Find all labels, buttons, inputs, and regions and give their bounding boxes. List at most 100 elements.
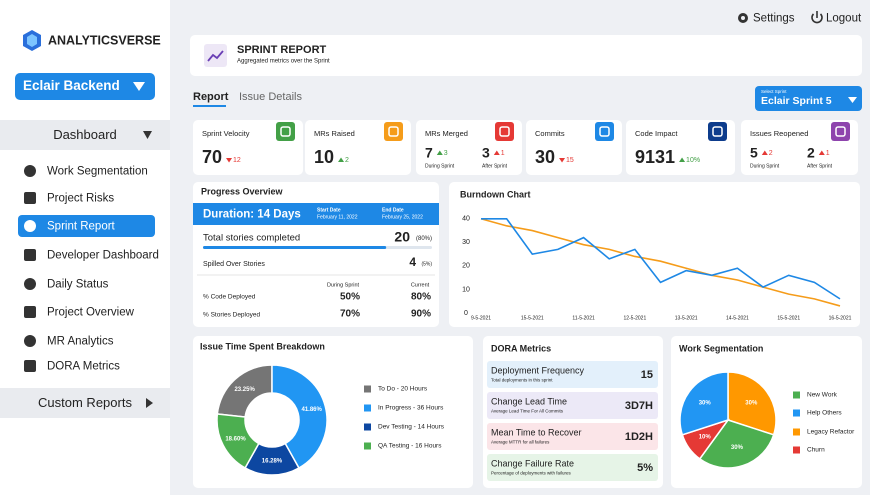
x-tick-label: 11-5-2021	[572, 315, 595, 321]
duration-band	[193, 203, 439, 225]
metric-change: 10%	[686, 157, 700, 164]
row-value: 70%	[340, 309, 360, 320]
header-icon-line	[207, 50, 224, 62]
metric-label: During Sprint	[750, 163, 780, 169]
menu-item[interactable]: MR Analytics	[47, 336, 114, 348]
metric-value: 3	[482, 145, 490, 161]
team-select[interactable]	[15, 73, 155, 100]
menu-icon	[24, 249, 36, 261]
dora-name: Change Failure Rate	[491, 458, 574, 468]
legend-swatch	[364, 442, 371, 450]
line-series	[481, 217, 841, 300]
metric-icon-glyph	[835, 126, 846, 137]
sprint-select-value: Eclair Sprint 5	[761, 95, 832, 107]
tab[interactable]: Report	[193, 91, 229, 103]
sprint-select[interactable]	[755, 86, 862, 111]
dora-name: Change Lead Time	[491, 396, 567, 406]
menu-active	[18, 215, 155, 237]
legend-label: QA Testing - 16 Hours	[378, 443, 442, 450]
header-icon	[204, 44, 227, 67]
menu-icon	[24, 360, 36, 372]
progress-bar	[203, 246, 387, 249]
metric-title: Issues Reopened	[750, 129, 808, 138]
legend-swatch	[793, 428, 800, 436]
metric-value: 30	[535, 147, 555, 167]
slice	[216, 413, 260, 469]
dashboard-label: Dashboard	[53, 127, 117, 142]
header-title: SPRINT REPORT	[237, 44, 327, 56]
metric-value: 7	[425, 145, 433, 161]
slice-label: 16.28%	[262, 459, 283, 465]
metric-change: 3	[444, 150, 448, 157]
y-tick-label: 20	[462, 263, 470, 270]
dashboard-group[interactable]	[0, 120, 170, 150]
slice-label: 30%	[745, 401, 758, 407]
metric-value: 70	[202, 147, 222, 167]
menu-icon	[24, 278, 36, 290]
legend-swatch	[364, 404, 371, 412]
metric-value: 10	[314, 147, 334, 167]
menu-icon	[24, 335, 36, 347]
spilled-label: Spilled Over Stories	[203, 261, 265, 268]
logout[interactable]: Logout	[826, 13, 862, 25]
metric-card	[626, 120, 735, 175]
trend-down	[559, 158, 566, 163]
slice-label: 30%	[731, 445, 744, 451]
slice-label: 10%	[699, 435, 712, 441]
custom-reports-group[interactable]	[0, 388, 170, 418]
metric-icon-glyph	[388, 126, 399, 137]
legend-label: To Do - 20 Hours	[378, 386, 428, 393]
metric-card	[741, 120, 858, 175]
dora-description: Average Lead Time For All Commits	[491, 409, 564, 414]
tab[interactable]: Issue Details	[239, 91, 302, 103]
metric-title: Commits	[535, 129, 565, 138]
metric-change: 1	[826, 150, 830, 157]
metric-change: 12	[233, 157, 241, 164]
caret	[146, 398, 153, 408]
metric-label: After Sprint	[807, 163, 833, 169]
legend-swatch	[793, 391, 800, 399]
logout-icon	[811, 11, 823, 24]
sprint-select-label: Select Sprint	[761, 89, 787, 94]
completed-percent: (80%)	[416, 236, 432, 242]
spilled-percent: (5%)	[421, 261, 432, 267]
completed-label: Total stories completed	[203, 233, 300, 244]
menu-item[interactable]: Project Overview	[47, 307, 135, 319]
metric-icon	[384, 122, 403, 141]
slice	[698, 419, 775, 469]
end-label: End Date	[382, 207, 404, 213]
menu-icon	[24, 192, 36, 204]
metric-label: During Sprint	[425, 163, 455, 169]
menu-item[interactable]: Sprint Report	[47, 221, 116, 233]
metric-icon	[595, 122, 614, 141]
dora-description: Total deployments in this sprint	[491, 378, 553, 383]
burndown-card	[449, 182, 860, 327]
dora-description: Average MTTR for all failures	[491, 440, 550, 445]
slice	[727, 371, 777, 436]
menu-item[interactable]: Developer Dashboard	[47, 250, 159, 262]
row-value: 90%	[411, 309, 431, 320]
row-label: % Stories Deployed	[203, 312, 260, 319]
menu-item[interactable]: Project Risks	[47, 193, 114, 205]
card-title: Issue Time Spent Breakdown	[200, 341, 325, 351]
card-title: Burndown Chart	[460, 189, 531, 199]
dora-value: 3D7H	[625, 400, 653, 412]
metric-value: 9131	[635, 147, 675, 167]
slice	[679, 371, 729, 436]
menu-item[interactable]: DORA Metrics	[47, 361, 120, 373]
menu-item[interactable]: Daily Status	[47, 279, 109, 291]
tab-underline	[193, 105, 226, 107]
metric-change: 2	[769, 150, 773, 157]
trend-up	[493, 150, 500, 155]
metric-title: Code Impact	[635, 129, 678, 138]
y-tick-label: 30	[462, 239, 470, 246]
metric-card	[193, 120, 303, 175]
menu-icon	[24, 165, 36, 177]
dora-row	[487, 392, 658, 419]
settings-icon	[738, 13, 748, 23]
settings[interactable]: Settings	[753, 13, 795, 25]
metric-icon-glyph	[599, 126, 610, 137]
menu-item[interactable]: Work Segmentation	[47, 166, 148, 178]
column-header: During Sprint	[327, 282, 360, 288]
